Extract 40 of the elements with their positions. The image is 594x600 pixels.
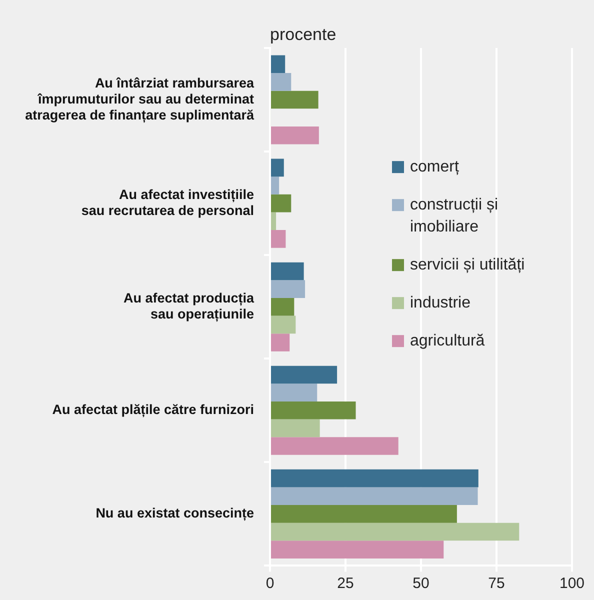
- bar: [271, 280, 306, 298]
- bar: [271, 230, 286, 248]
- bar: [271, 437, 398, 455]
- bar: [271, 194, 292, 212]
- bar: [271, 487, 478, 506]
- x-tick-label: 50: [412, 574, 430, 592]
- legend-label: comerț: [410, 158, 460, 176]
- bar: [271, 158, 284, 177]
- y-tick-label: Nu au existat consecințe: [96, 506, 254, 522]
- bar: [271, 55, 286, 74]
- bar: [271, 212, 276, 230]
- legend-label: construcții și imobiliare: [410, 196, 498, 236]
- legend-label: agricultură: [410, 332, 485, 350]
- y-tick-label: Au afectat producția sau operațiunile: [123, 290, 254, 323]
- bar: [271, 469, 478, 488]
- bar: [271, 522, 520, 541]
- x-tick-label: 0: [266, 574, 274, 592]
- bar: [271, 334, 290, 352]
- bar: [271, 366, 338, 384]
- bar: [271, 401, 356, 420]
- bar: [271, 176, 280, 194]
- legend-label: industrie: [410, 294, 471, 312]
- bar: [271, 505, 457, 523]
- bar: [271, 316, 296, 334]
- bar: [271, 298, 294, 316]
- legend-label: servicii și utilități: [410, 256, 525, 274]
- y-tick-label: Au afectat investițiile sau recrutarea de personal: [81, 186, 254, 218]
- bar: [271, 540, 444, 558]
- bar: [271, 384, 318, 402]
- x-axis-title: procente: [270, 25, 336, 44]
- y-tick-label: Au afectat plățile către furnizori: [52, 402, 254, 418]
- y-tick-label: Au întârziat rambursarea împrumuturilor sau au determinat atragerea de finanțare suplimentară: [25, 75, 254, 124]
- x-tick-label: 100: [559, 574, 585, 592]
- bar: [271, 73, 292, 91]
- bar: [271, 126, 319, 144]
- bar: [271, 90, 318, 109]
- bar: [271, 419, 320, 438]
- x-tick-label: 75: [488, 574, 505, 592]
- bar: [271, 262, 304, 280]
- x-tick-label: 25: [337, 574, 354, 592]
